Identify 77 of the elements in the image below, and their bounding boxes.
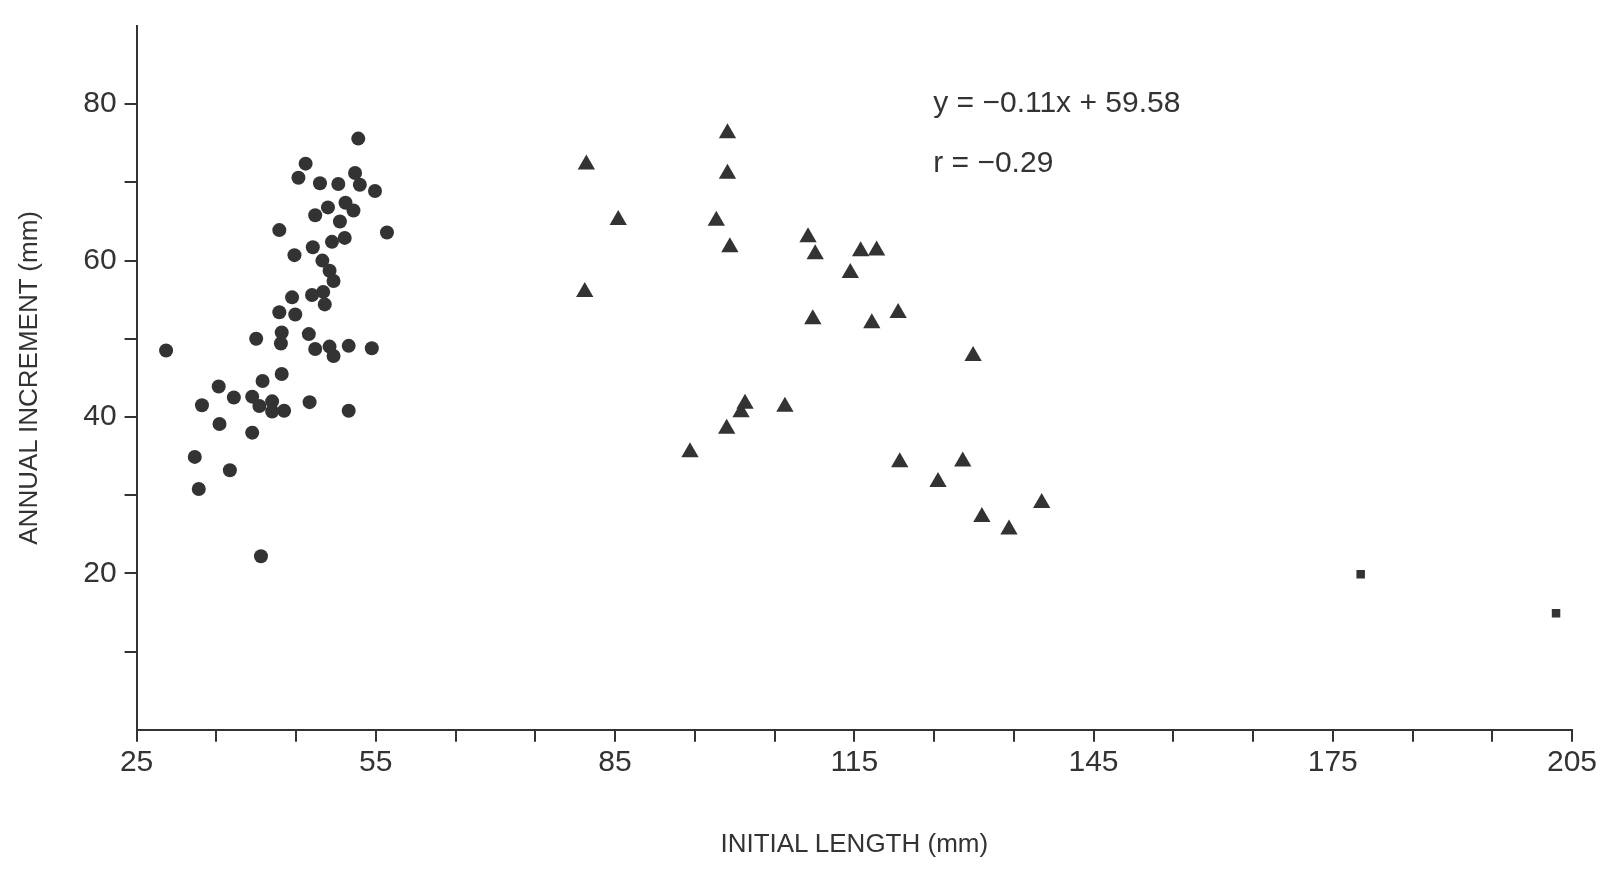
annotation: r = −0.29: [933, 145, 1054, 179]
y-axis-title: ANNUAL INCREMENT (mm): [12, 211, 43, 545]
annotation: y = −0.11x + 59.58: [933, 85, 1181, 119]
point: [212, 417, 227, 432]
point: [305, 240, 320, 255]
point: [317, 297, 332, 312]
point: [973, 507, 991, 523]
point: [159, 343, 174, 358]
point: [272, 305, 287, 320]
point: [187, 449, 202, 464]
point: [252, 399, 267, 414]
point: [348, 166, 363, 181]
point: [265, 404, 280, 419]
point: [379, 225, 394, 240]
point: [273, 336, 288, 351]
point: [255, 374, 270, 389]
x-tick-label: 145: [1068, 744, 1119, 778]
x-axis-title: INITIAL LENGTH (mm): [720, 827, 989, 858]
point: [245, 389, 260, 404]
point: [308, 341, 323, 356]
point: [288, 307, 303, 322]
point: [249, 331, 264, 346]
point: [285, 290, 300, 305]
point: [1033, 493, 1051, 509]
point: [331, 176, 346, 191]
point: [274, 366, 289, 381]
point: [351, 131, 366, 146]
point: [863, 313, 881, 329]
x-tick-label: 205: [1546, 744, 1598, 778]
point: [245, 425, 260, 440]
point: [364, 341, 379, 356]
point: [211, 379, 226, 394]
point: [1356, 569, 1365, 579]
point: [326, 273, 341, 288]
point: [194, 398, 209, 413]
point: [1551, 609, 1561, 618]
y-tick-label: 40: [83, 398, 117, 432]
point: [315, 253, 330, 268]
point: [352, 177, 367, 192]
point: [272, 223, 287, 238]
x-tick-label: 85: [598, 744, 632, 778]
point: [332, 214, 347, 229]
point: [326, 349, 341, 363]
point: [277, 403, 292, 418]
point: [305, 288, 320, 303]
y-tick-label: 80: [83, 85, 117, 119]
point: [287, 248, 302, 263]
point: [222, 463, 237, 478]
point: [320, 200, 335, 215]
point: [852, 241, 870, 257]
point: [718, 123, 737, 139]
point: [324, 234, 339, 249]
x-tick-label: 175: [1307, 744, 1358, 778]
point: [226, 390, 241, 405]
y-tick-label: 20: [83, 554, 117, 588]
point: [291, 170, 306, 185]
point: [302, 395, 317, 410]
point: [841, 263, 859, 279]
point: [341, 338, 356, 353]
x-tick-label: 115: [830, 744, 879, 778]
point: [337, 230, 352, 245]
point: [804, 309, 822, 325]
point: [799, 227, 817, 243]
point: [308, 208, 323, 223]
point: [301, 327, 316, 342]
point: [298, 156, 313, 171]
y-tick-label: 60: [83, 241, 117, 275]
point: [346, 203, 361, 218]
point: [341, 403, 356, 418]
point: [681, 442, 699, 458]
point: [253, 549, 268, 564]
point: [312, 176, 327, 191]
point: [368, 184, 383, 198]
x-tick-label: 25: [119, 744, 154, 778]
point: [316, 284, 331, 299]
point: [191, 481, 206, 496]
x-tick-label: 55: [359, 744, 393, 778]
